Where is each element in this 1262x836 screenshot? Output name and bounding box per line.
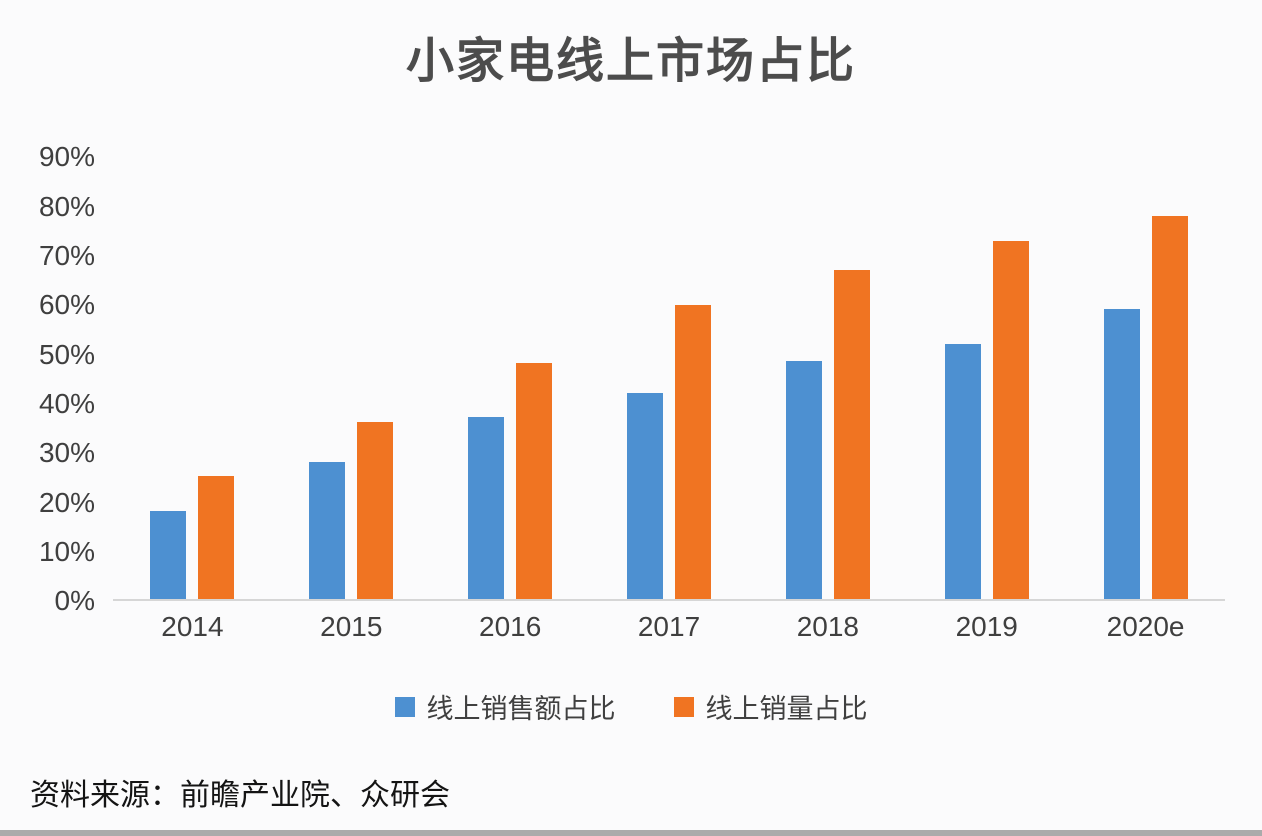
plot-area <box>113 157 1225 602</box>
y-tick-label: 70% <box>38 239 95 271</box>
legend-swatch-icon <box>394 696 415 717</box>
chart-area: 0% 10% 20% 30% 40% 50% 60% 70% 80% 90% <box>0 143 1262 615</box>
bar-2014-线上销量占比 <box>198 476 235 600</box>
x-tick-label: 2019 <box>955 611 1018 643</box>
bar-2018-线上销量占比 <box>833 270 870 600</box>
y-tick-label: 50% <box>38 338 95 370</box>
legend: 线上销售额占比 线上销量占比 <box>0 687 1262 726</box>
bar-2019-线上销售额占比 <box>944 343 981 600</box>
bar-2015-线上销售额占比 <box>309 461 346 600</box>
x-tick-label: 2014 <box>161 611 224 643</box>
bar-2016-线上销售额占比 <box>468 417 505 600</box>
x-tick-label: 2017 <box>637 611 701 643</box>
bar-2016-线上销量占比 <box>516 363 553 600</box>
x-tick-label: 2016 <box>479 611 542 643</box>
legend-label: 线上销量占比 <box>705 694 868 725</box>
legend-label: 线上销售额占比 <box>426 694 616 725</box>
bar-2020e-线上销量占比 <box>1151 216 1188 600</box>
bar-group-2017 <box>590 157 749 600</box>
y-tick-label: 80% <box>38 190 95 222</box>
y-tick-label: 10% <box>38 535 95 567</box>
legend-item: 线上销量占比 <box>673 687 868 726</box>
y-tick-label: 30% <box>38 437 95 469</box>
y-tick-label: 90% <box>38 141 95 173</box>
bar-group-2016 <box>431 157 590 600</box>
y-axis: 0% 10% 20% 30% 40% 50% 60% 70% 80% 90% <box>0 143 113 615</box>
bar-2017-线上销量占比 <box>675 304 711 600</box>
y-tick-label: 0% <box>54 585 95 617</box>
bottom-divider <box>0 830 1262 836</box>
y-tick-label: 60% <box>38 289 95 321</box>
bar-2015-线上销量占比 <box>357 422 394 600</box>
bar-2020e-线上销售额占比 <box>1103 309 1140 600</box>
x-tick-label: 2018 <box>796 611 860 643</box>
bar-group-2015 <box>272 157 431 600</box>
bar-2018-线上销售额占比 <box>785 361 822 600</box>
source-note: 资料来源：前瞻产业院、众研会 <box>30 779 450 812</box>
y-tick-label: 40% <box>38 387 95 419</box>
bar-group-2020e <box>1066 157 1225 600</box>
legend-swatch-icon <box>673 696 694 717</box>
bar-2017-线上销售额占比 <box>627 392 663 600</box>
bar-2014-线上销售额占比 <box>150 510 187 600</box>
y-tick-label: 20% <box>38 486 95 518</box>
x-axis: 2014 2015 2016 2017 2018 2019 2020e <box>113 611 1225 643</box>
bar-group-2019 <box>907 157 1066 600</box>
bar-group-2018 <box>748 157 907 600</box>
x-tick-label: 2020e <box>1106 611 1185 643</box>
bar-2019-线上销量占比 <box>992 240 1029 600</box>
legend-item: 线上销售额占比 <box>394 687 616 726</box>
x-tick-label: 2015 <box>320 611 383 643</box>
bar-group-2014 <box>113 157 272 600</box>
chart-title: 小家电线上市场占比 <box>405 35 856 88</box>
